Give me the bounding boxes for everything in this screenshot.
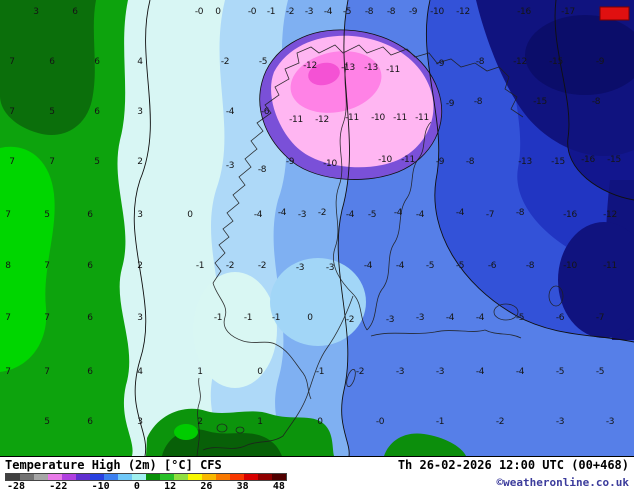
scale-segment (188, 474, 202, 480)
scale-segment (48, 474, 62, 480)
scale-segment (244, 474, 258, 480)
temperature-scale-ticks: -28 -22 -10 0 12 26 38 48 (5, 481, 287, 490)
map-datetime: Th 26-02-2026 12:00 UTC (00+468) (397, 458, 629, 472)
scale-segment (202, 474, 216, 480)
scale-segment (132, 474, 146, 480)
footer-caption-row: Temperature High (2m) [°C] CFS Th 26-02-… (0, 457, 634, 472)
temperature-scale-bar (5, 473, 287, 481)
coastlines (196, 44, 564, 456)
scale-tick: 12 (164, 481, 177, 490)
red-indicator (599, 6, 630, 21)
scale-segment (160, 474, 174, 480)
scale-segment (146, 474, 160, 480)
isotherms (133, 0, 634, 456)
scale-segment (118, 474, 132, 480)
scale-segment (272, 474, 286, 480)
footer-scale-row: -28 -22 -10 0 12 26 38 48 ©weatheronline.co.uk (0, 472, 634, 490)
footer: Temperature High (2m) [°C] CFS Th 26-02-… (0, 456, 634, 490)
scale-segment (20, 474, 34, 480)
scale-tick: 0 (133, 481, 140, 490)
scale-tick: 26 (200, 481, 213, 490)
scale-segment (258, 474, 272, 480)
scale-segment (62, 474, 76, 480)
scale-segment (216, 474, 230, 480)
scale-tick: 48 (272, 481, 285, 490)
scale-tick: 38 (236, 481, 249, 490)
scale-segment (174, 474, 188, 480)
scale-tick: -10 (91, 481, 110, 490)
copyright: ©weatheronline.co.uk (496, 476, 629, 489)
scale-tick: -28 (7, 481, 26, 490)
map-title: Temperature High (2m) [°C] CFS (5, 458, 222, 472)
scale-segment (90, 474, 104, 480)
scale-segment (230, 474, 244, 480)
weather-map-canvas (0, 0, 634, 456)
scale-segment (6, 474, 20, 480)
scale-segment (104, 474, 118, 480)
scale-segment (76, 474, 90, 480)
temp-field (0, 0, 634, 456)
temperature-scale: -28 -22 -10 0 12 26 38 48 (5, 473, 287, 490)
temperature-map[interactable]: 3 6 -0 0 -0 -1 -2 -3 -4 -5 -8 -8 -9 -10 -12 -16 -17 7 6 6 4-… (0, 0, 634, 456)
scale-segment (34, 474, 48, 480)
scale-tick: -22 (49, 481, 68, 490)
